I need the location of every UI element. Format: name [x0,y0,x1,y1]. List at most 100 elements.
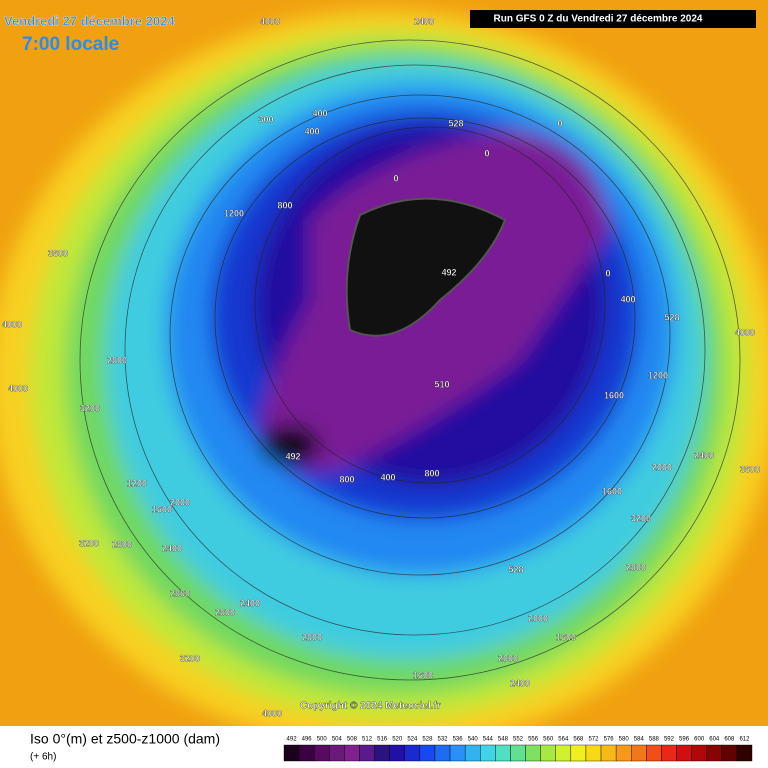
legend-label: 508 [347,737,358,743]
contour-label: 3200 [631,513,651,523]
legend-label: 596 [679,737,690,743]
contour-label: 1200 [648,370,668,380]
contour-label: 1200 [224,208,244,218]
legend-swatch [585,744,602,762]
contour-label: 0 [605,268,610,278]
contour-label: 3600 [740,464,760,474]
legend-swatch [374,744,390,762]
legend-label: 568 [573,737,584,743]
contour-label: 2000 [498,653,518,663]
contour-label: 300 [258,114,273,124]
contour-label: 2800 [112,539,132,549]
legend-label: 604 [709,737,720,743]
legend-swatch [555,744,572,762]
legend-label: 540 [468,737,479,743]
legend-swatch [480,744,496,762]
legend-swatch [404,744,421,762]
legend-label: 608 [724,737,735,743]
legend-label: 572 [588,737,599,743]
legend-swatch [313,744,330,762]
contour-label: 1600 [556,632,576,642]
contour-label: 4000 [262,708,282,718]
legend-label: 536 [453,737,464,743]
legend-swatch [389,744,405,762]
contour-label: 1600 [604,390,624,400]
contour-label: 528 [508,564,523,574]
contour-label: 2000 [528,613,548,623]
legend-swatch [510,744,526,762]
legend-swatch [329,744,345,762]
run-title: Run GFS 0 Z du Vendredi 27 décembre 2024 [494,14,703,25]
contour-label: 492 [285,451,300,461]
legend-swatch [736,744,753,762]
legend-swatch [676,744,692,762]
legend-label: 556 [528,737,539,743]
date-title: Vendredi 27 décembre 2024 [4,13,175,28]
legend-label: 600 [694,737,705,743]
copyright: Copyright © 2024 Meteociel.fr [300,701,441,712]
contour-label: 2800 [107,355,127,365]
legend-label: 516 [377,737,388,743]
legend-label: 544 [483,737,494,743]
footer-step: (+ 6h) [30,752,56,763]
legend-label: 592 [664,737,675,743]
legend-swatch [283,744,300,762]
contour-label: 510 [434,379,449,389]
contour-label: 2400 [240,598,260,608]
legend-label: 512 [362,737,373,743]
contour-label: 4000 [2,319,22,329]
legend-swatch [298,744,315,762]
legend-label: 532 [438,737,449,743]
legend-swatch [525,744,541,762]
legend-swatch [691,744,707,762]
legend-label: 524 [407,737,418,743]
legend-label: 580 [619,737,630,743]
contour-label: 1600 [413,670,433,680]
legend-label: 576 [604,737,615,743]
contour-label: 2400 [162,543,182,553]
legend-swatch [721,744,738,762]
contour-label: 1200 [127,478,147,488]
time-title: 7:00 locale [22,34,119,55]
legend-label: 528 [422,737,433,743]
legend-label: 520 [392,737,403,743]
legend-swatch [615,744,632,762]
contour-label: 3200 [79,538,99,548]
legend-swatch [464,744,481,762]
contour-label: 1600 [152,504,172,514]
legend-swatch [661,744,677,762]
contour-label: 528 [664,312,679,322]
contour-label: 4000 [8,383,28,393]
contour-label: 2000 [170,497,190,507]
contour-label: 4000 [260,16,280,26]
contour-label: 492 [441,267,456,277]
legend-swatch [344,744,360,762]
contour-label: 800 [339,474,354,484]
contour-label: 800 [424,468,439,478]
contour-label: 4000 [735,327,755,337]
contour-label: 3200 [80,403,100,413]
legend-swatch [570,744,587,762]
legend-swatch [434,744,451,762]
contour-label: 0 [484,148,489,158]
legend-swatch [495,744,511,762]
contour-label: 3200 [180,653,200,663]
contour-label: 400 [312,108,327,118]
legend-label: 584 [634,737,645,743]
contour-label: 800 [277,200,292,210]
contour-label: 2800 [170,588,190,598]
legend-label: 560 [543,737,554,743]
legend-swatch [419,744,436,762]
legend-label: 564 [558,737,569,743]
contour-label: 528 [448,118,463,128]
legend-label: 496 [302,737,313,743]
contour-label: 2800 [215,607,235,617]
contour-label: 0 [393,173,398,183]
contour-label: 2000 [652,462,672,472]
legend-swatch [359,744,375,762]
legend-label: 500 [317,737,328,743]
legend-label: 504 [332,737,343,743]
map-background [0,0,768,750]
